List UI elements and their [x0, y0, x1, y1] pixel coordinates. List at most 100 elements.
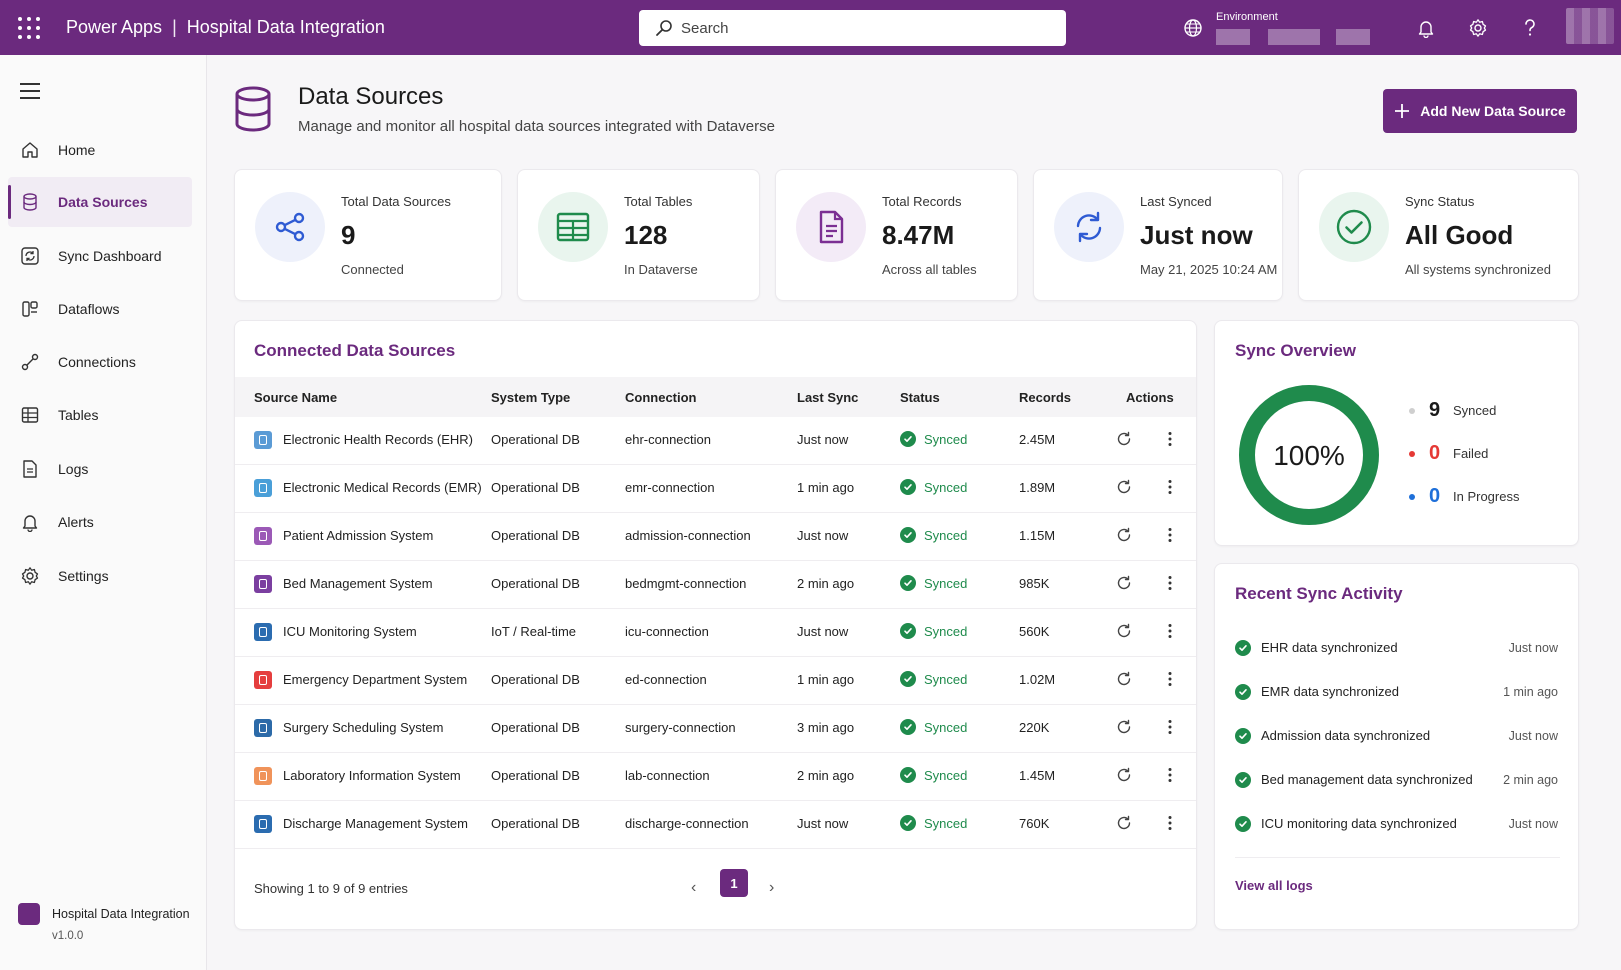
check-icon	[900, 671, 916, 687]
sync-icon[interactable]	[1115, 718, 1133, 741]
status-badge: Synced	[900, 479, 967, 495]
activity-item: Admission data synchronized Just now	[1215, 714, 1578, 758]
more-options-icon[interactable]	[1161, 766, 1179, 789]
environment-label[interactable]: Environment	[1216, 11, 1278, 23]
more-options-icon[interactable]	[1161, 622, 1179, 645]
sidebar-item-label: Alerts	[58, 514, 94, 530]
sidebar-item-logs[interactable]: Logs	[8, 444, 192, 494]
source-name[interactable]: Bed Management System	[283, 576, 433, 591]
column-header[interactable]: System Type	[491, 390, 571, 405]
app-name[interactable]: Power Apps	[66, 17, 163, 37]
sync-icon[interactable]	[1115, 478, 1133, 501]
sidebar-item-tables[interactable]: Tables	[8, 390, 192, 440]
pagination-page[interactable]: 1	[720, 869, 748, 897]
sync-icon[interactable]	[1115, 622, 1133, 645]
avatar[interactable]	[1566, 8, 1614, 44]
last-sync: 3 min ago	[797, 720, 855, 735]
column-header[interactable]: Status	[900, 390, 940, 405]
legend-count: 0	[1429, 442, 1441, 464]
record-count: 220K	[1019, 720, 1050, 735]
more-options-icon[interactable]	[1161, 526, 1179, 549]
help-icon[interactable]	[1518, 16, 1542, 40]
pagination-next-icon[interactable]: ›	[769, 879, 775, 896]
source-name[interactable]: Discharge Management System	[283, 816, 468, 831]
connection-name: lab-connection	[625, 768, 710, 783]
last-sync: 1 min ago	[797, 672, 855, 687]
add-data-source-button[interactable]: Add New Data Source	[1383, 89, 1577, 133]
home-icon	[8, 140, 52, 160]
sync-icon[interactable]	[1115, 766, 1133, 789]
sync-icon[interactable]	[1115, 430, 1133, 453]
donut-arc-synced	[1239, 385, 1379, 525]
sync-icon[interactable]	[1115, 574, 1133, 597]
view-all-logs-link[interactable]: View all logs	[1235, 878, 1313, 893]
column-header[interactable]: Last Sync	[797, 390, 859, 405]
table-row[interactable]: Laboratory Information System Operational…	[235, 753, 1196, 801]
more-options-icon[interactable]	[1161, 430, 1179, 453]
source-name[interactable]: Emergency Department System	[283, 672, 468, 687]
sidebar-item-dataflows[interactable]: Dataflows	[8, 284, 192, 334]
legend-count: 0	[1429, 485, 1441, 507]
stat-sub: May 21, 2025 10:24 AM	[1140, 262, 1278, 277]
search-input[interactable]	[681, 14, 1051, 42]
status-text: Synced	[924, 671, 968, 687]
sync-icon[interactable]	[1115, 814, 1133, 837]
sidebar-item-label: Sync Dashboard	[58, 248, 162, 264]
sync-icon[interactable]	[1115, 670, 1133, 693]
source-name[interactable]: Laboratory Information System	[283, 768, 461, 783]
table-row[interactable]: Electronic Health Records (EHR) Operation…	[235, 417, 1196, 465]
sync-icon[interactable]	[1115, 526, 1133, 549]
sidebar-item-home[interactable]: Home	[8, 125, 192, 175]
column-header[interactable]: Source Name	[254, 390, 338, 405]
source-name[interactable]: Electronic Health Records (EHR)	[283, 432, 474, 447]
table-row[interactable]: Bed Management System Operational DB bedmg…	[235, 561, 1196, 609]
recent-sync-activity-card: Recent Sync Activity EHR data synchroniz…	[1214, 563, 1579, 930]
column-header[interactable]: Records	[1019, 390, 1072, 405]
table-row[interactable]: ICU Monitoring System IoT / Real-time icu-…	[235, 609, 1196, 657]
section-title: Sync Overview	[1235, 341, 1356, 360]
more-options-icon[interactable]	[1161, 670, 1179, 693]
more-options-icon[interactable]	[1161, 718, 1179, 741]
more-options-icon[interactable]	[1161, 574, 1179, 597]
sidebar-item-label: Tables	[58, 407, 99, 423]
sidebar-item-alerts[interactable]: Alerts	[8, 497, 192, 547]
table-row[interactable]: Surgery Scheduling System Operational DB s…	[235, 705, 1196, 753]
source-name[interactable]: Surgery Scheduling System	[283, 720, 444, 735]
connection-name: surgery-connection	[625, 720, 736, 735]
legend-label: Synced	[1453, 403, 1497, 418]
table-row[interactable]: Discharge Management System Operational D…	[235, 801, 1196, 849]
status-text: Synced	[924, 767, 968, 783]
source-system-icon	[254, 719, 272, 737]
source-system-icon	[254, 671, 272, 689]
record-count: 1.15M	[1019, 528, 1056, 543]
hamburger-icon[interactable]	[20, 83, 40, 99]
source-name[interactable]: ICU Monitoring System	[283, 624, 417, 639]
check-icon	[1235, 728, 1251, 744]
bell-icon[interactable]	[1414, 16, 1438, 40]
sidebar-item-label: Settings	[58, 568, 109, 584]
search-box[interactable]	[639, 10, 1066, 46]
source-name[interactable]: Patient Admission System	[283, 528, 434, 543]
last-sync: Just now	[797, 816, 849, 831]
bell-icon	[8, 512, 52, 532]
sidebar-item-data-sources[interactable]: Data Sources	[8, 177, 192, 227]
status-badge: Synced	[900, 719, 967, 735]
environment-name-redacted[interactable]	[1216, 29, 1250, 45]
column-header[interactable]: Connection	[625, 390, 697, 405]
sidebar-item-connections[interactable]: Connections	[8, 337, 192, 387]
activity-text: Bed management data synchronized	[1261, 772, 1473, 787]
table-row[interactable]: Emergency Department System Operational D…	[235, 657, 1196, 705]
pagination-prev-icon[interactable]: ‹	[691, 879, 697, 896]
sidebar-item-sync-dashboard[interactable]: Sync Dashboard	[8, 231, 192, 281]
gear-icon[interactable]	[1466, 16, 1490, 40]
gear-icon	[8, 566, 52, 586]
table-row[interactable]: Patient Admission System Operational DB ad…	[235, 513, 1196, 561]
more-options-icon[interactable]	[1161, 478, 1179, 501]
source-name[interactable]: Electronic Medical Records (EMR)	[283, 480, 482, 495]
status-badge: Synced	[900, 815, 967, 831]
table-row[interactable]: Electronic Medical Records (EMR) Operatio…	[235, 465, 1196, 513]
sidebar-item-settings[interactable]: Settings	[8, 551, 192, 601]
donut-percent: 100%	[1273, 440, 1345, 471]
app-launcher-icon[interactable]	[18, 17, 40, 39]
more-options-icon[interactable]	[1161, 814, 1179, 837]
